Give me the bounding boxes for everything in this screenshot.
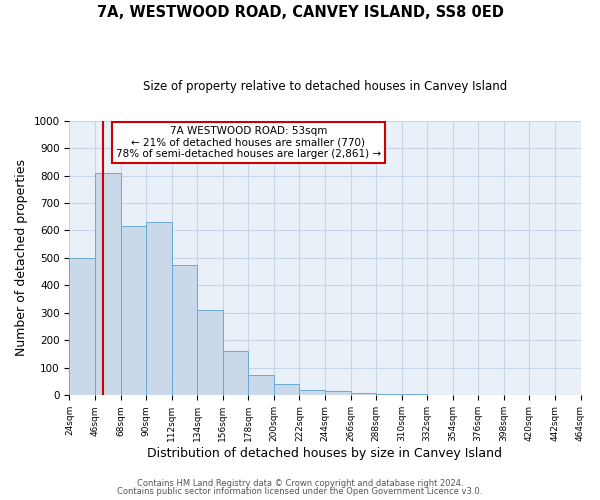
Bar	[223, 352, 248, 396]
Bar	[248, 374, 274, 396]
Text: Contains public sector information licensed under the Open Government Licence v3: Contains public sector information licen…	[118, 487, 482, 496]
Text: Contains HM Land Registry data © Crown copyright and database right 2024.: Contains HM Land Registry data © Crown c…	[137, 478, 463, 488]
Bar	[95, 174, 121, 396]
Text: 7A, WESTWOOD ROAD, CANVEY ISLAND, SS8 0ED: 7A, WESTWOOD ROAD, CANVEY ISLAND, SS8 0E…	[97, 5, 503, 20]
Bar	[427, 394, 453, 396]
Bar	[401, 394, 427, 396]
Bar	[146, 222, 172, 396]
Text: 7A WESTWOOD ROAD: 53sqm
← 21% of detached houses are smaller (770)
78% of semi-d: 7A WESTWOOD ROAD: 53sqm ← 21% of detache…	[116, 126, 381, 160]
Bar	[350, 392, 376, 396]
Bar	[376, 394, 401, 396]
Bar	[172, 265, 197, 396]
Bar	[274, 384, 299, 396]
Title: Size of property relative to detached houses in Canvey Island: Size of property relative to detached ho…	[143, 80, 507, 93]
Bar	[325, 391, 350, 396]
Bar	[197, 310, 223, 396]
Bar	[70, 258, 95, 396]
Bar	[121, 226, 146, 396]
X-axis label: Distribution of detached houses by size in Canvey Island: Distribution of detached houses by size …	[148, 447, 502, 460]
Y-axis label: Number of detached properties: Number of detached properties	[15, 160, 28, 356]
Bar	[299, 390, 325, 396]
Bar	[453, 394, 478, 396]
